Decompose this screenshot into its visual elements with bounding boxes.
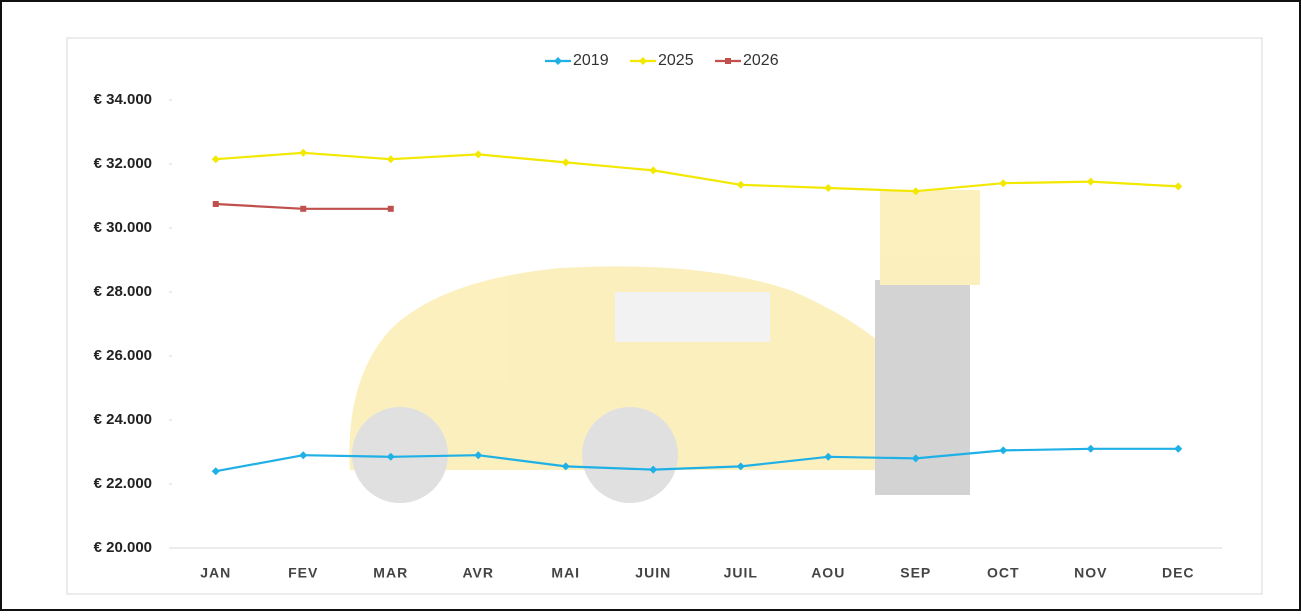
- x-tick-label: AOU: [811, 565, 845, 581]
- x-tick-label: DEC: [1162, 565, 1195, 581]
- y-tick-label: € 26.000: [94, 347, 152, 364]
- y-tick-label: € 28.000: [94, 283, 152, 300]
- marker: [388, 206, 394, 212]
- y-tick-label: € 24.000: [94, 411, 152, 428]
- marker: [725, 58, 731, 64]
- y-tick-label: € 30.000: [94, 219, 152, 236]
- chart: € 20.000 € 22.000 € 24.000 € 26.000 € 28.000…: [0, 0, 1301, 611]
- y-tick-label: € 20.000: [94, 539, 152, 556]
- x-tick-label: FEV: [288, 565, 318, 581]
- x-tick-label: JAN: [200, 565, 231, 581]
- marker: [300, 206, 306, 212]
- x-tick-label: JUIL: [724, 565, 758, 581]
- legend-label: 2026: [743, 52, 779, 69]
- y-tick-label: € 32.000: [94, 155, 152, 172]
- x-tick-label: AVR: [462, 565, 494, 581]
- marker: [213, 201, 219, 207]
- x-tick-label: JUIN: [635, 565, 671, 581]
- y-tick-label: € 34.000: [94, 91, 152, 108]
- legend-label: 2025: [658, 52, 694, 69]
- legend-label: 2019: [573, 52, 609, 69]
- x-tick-label: MAR: [373, 565, 408, 581]
- y-tick-label: € 22.000: [94, 475, 152, 492]
- x-tick-label: NOV: [1074, 565, 1107, 581]
- x-tick-label: SEP: [900, 565, 931, 581]
- x-tick-label: OCT: [987, 565, 1020, 581]
- x-tick-label: MAI: [551, 565, 580, 581]
